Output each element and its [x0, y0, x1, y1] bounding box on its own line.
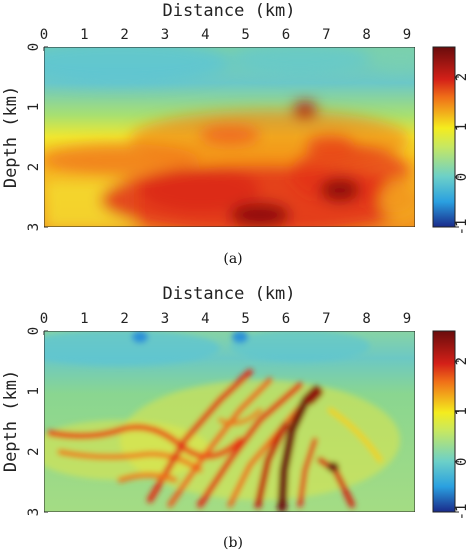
- x-tick-label-b: 5: [241, 311, 249, 327]
- x-tick-label-b: 2: [120, 311, 128, 327]
- x-tick-label-b: 9: [403, 311, 411, 327]
- x-tick-label-b: 0: [40, 311, 48, 327]
- heatmap-a: [44, 47, 415, 227]
- y-tick-label-a: 1: [26, 103, 42, 111]
- x-tick-labels-b: 0 1 2 3 4 5 6 7 8 9: [40, 311, 411, 335]
- x-tick-label-a: 0: [40, 27, 48, 43]
- caption-b: (b): [223, 535, 243, 550]
- x-tick-label-b: 1: [80, 311, 88, 327]
- x-tick-label-a: 6: [282, 27, 290, 43]
- x-tick-label-b: 4: [201, 311, 209, 327]
- colorbar-label-b: 1: [454, 407, 470, 415]
- colorbar-label-a: 1: [454, 123, 470, 131]
- colorbar-b: -1 0 1 2: [432, 330, 470, 521]
- x-tick-label-b: 6: [282, 311, 290, 327]
- y-axis-title-b: Depth (km): [1, 370, 21, 472]
- heatmap-b: [44, 331, 415, 512]
- colorbar-label-b: 2: [454, 357, 470, 365]
- x-tick-label-a: 8: [362, 27, 370, 43]
- y-tick-label-a: 0: [26, 43, 42, 51]
- panel-a: Distance (km) 0 1 2 3 4 5 6 7 8 9 Depth (km) 0 1 2 3: [1, 1, 470, 267]
- x-tick-label-a: 5: [241, 27, 249, 43]
- y-tick-label-b: 3: [26, 508, 42, 516]
- colorbar-a: -1 0 1 2: [432, 46, 470, 236]
- x-tick-label-a: 1: [80, 27, 88, 43]
- x-axis-title-a: Distance (km): [162, 1, 295, 21]
- colorbar-label-a: 0: [454, 173, 470, 181]
- x-tick-label-a: 3: [161, 27, 169, 43]
- colorbar-label-a: 2: [454, 73, 470, 81]
- x-tick-label-a: 9: [403, 27, 411, 43]
- colorbar-label-b: -1: [454, 504, 470, 521]
- x-axis-title-b: Distance (km): [162, 284, 295, 304]
- x-tick-label-b: 8: [362, 311, 370, 327]
- y-axis-title-a: Depth (km): [1, 86, 21, 188]
- x-tick-label-a: 4: [201, 27, 209, 43]
- colorbar-label-a: -1: [454, 219, 470, 236]
- caption-a: (a): [223, 251, 242, 267]
- x-tick-label-b: 7: [322, 311, 330, 327]
- y-tick-label-b: 2: [26, 447, 42, 455]
- colorbar-label-b: 0: [454, 458, 470, 466]
- panel-b: Distance (km) 0 1 2 3 4 5 6 7 8 9 Depth (km) 0 1 2 3: [1, 284, 470, 550]
- x-tick-label-a: 2: [120, 27, 128, 43]
- y-tick-label-a: 2: [26, 163, 42, 171]
- y-tick-label-a: 3: [26, 223, 42, 231]
- x-tick-label-b: 3: [161, 311, 169, 327]
- x-tick-label-a: 7: [322, 27, 330, 43]
- y-tick-label-b: 1: [26, 387, 42, 395]
- y-tick-label-b: 0: [26, 327, 42, 335]
